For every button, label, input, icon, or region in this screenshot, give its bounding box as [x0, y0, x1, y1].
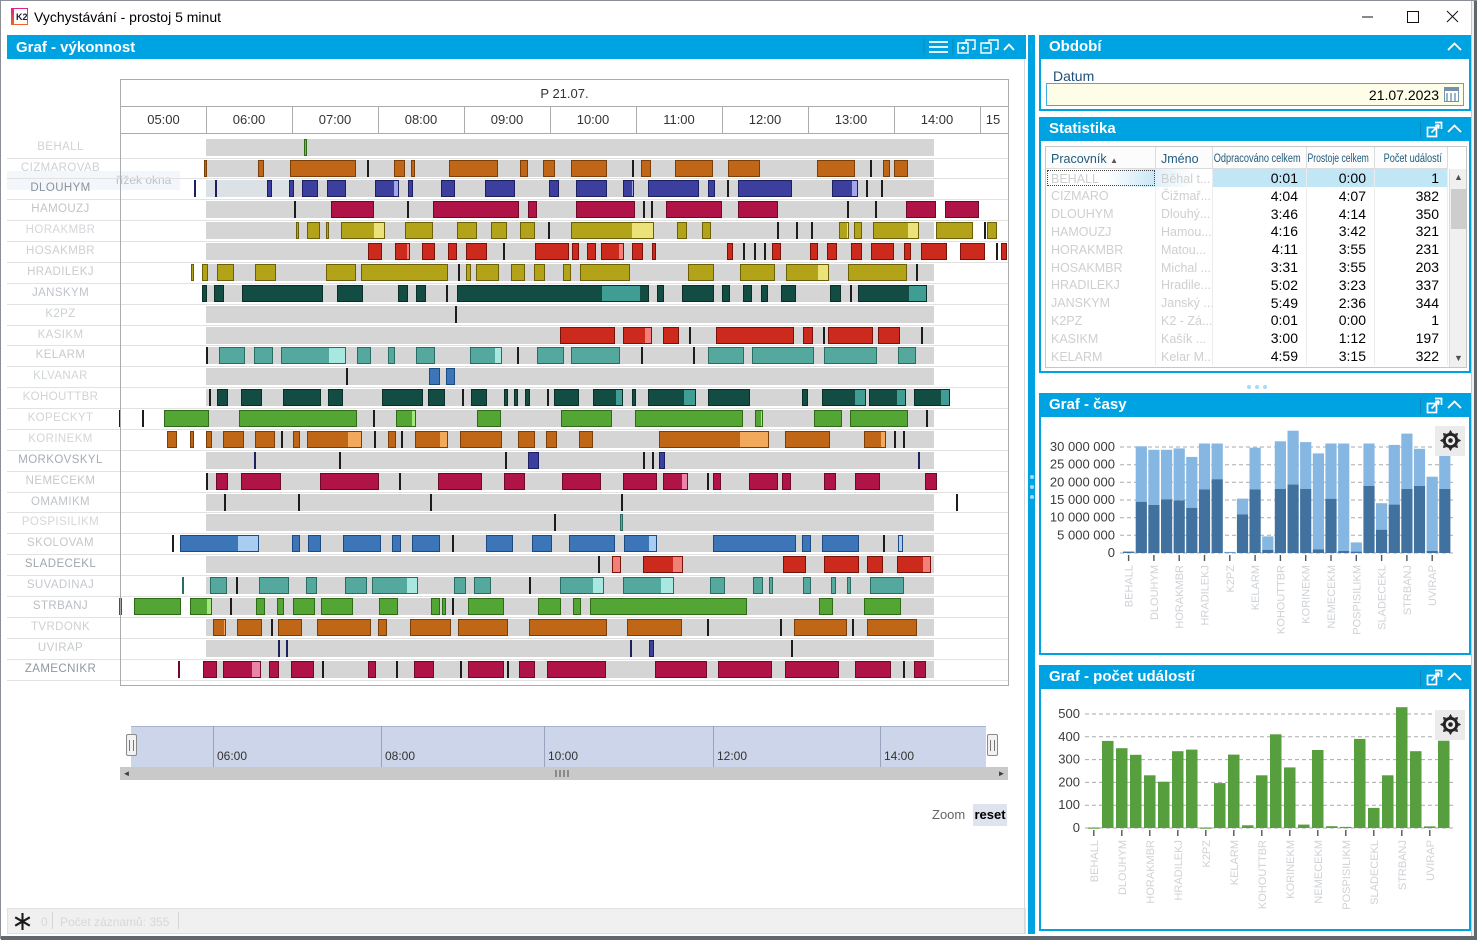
svg-text:DLOUHYM: DLOUHYM	[1149, 565, 1161, 620]
svg-text:200: 200	[1058, 774, 1080, 789]
svg-text:5 000 000: 5 000 000	[1057, 527, 1115, 542]
svg-text:UVIRAP: UVIRAP	[1425, 840, 1437, 881]
svg-text:500: 500	[1058, 706, 1080, 721]
svg-text:20 000 000: 20 000 000	[1050, 474, 1115, 489]
svg-text:KORINEKM: KORINEKM	[1285, 840, 1297, 899]
svg-text:KOHOUTTBR: KOHOUTTBR	[1275, 565, 1287, 634]
svg-text:0: 0	[1073, 820, 1080, 835]
svg-text:NEMECEKM: NEMECEKM	[1313, 840, 1325, 904]
svg-text:HORAKMBR: HORAKMBR	[1145, 840, 1157, 904]
svg-text:0: 0	[1108, 545, 1115, 560]
svg-text:300: 300	[1058, 752, 1080, 767]
svg-text:KELARM: KELARM	[1229, 840, 1241, 885]
svg-text:10 000 000: 10 000 000	[1050, 510, 1115, 525]
svg-text:HRADILEKJ: HRADILEKJ	[1173, 840, 1185, 901]
svg-text:KOHOUTTBR: KOHOUTTBR	[1257, 840, 1269, 909]
svg-text:STRBANJ: STRBANJ	[1402, 565, 1414, 615]
svg-text:25 000 000: 25 000 000	[1050, 457, 1115, 472]
svg-text:15 000 000: 15 000 000	[1050, 492, 1115, 507]
svg-text:400: 400	[1058, 729, 1080, 744]
svg-text:POSPISILIKM: POSPISILIKM	[1351, 565, 1363, 635]
svg-text:STRBANJ: STRBANJ	[1397, 840, 1409, 890]
svg-text:KORINEKM: KORINEKM	[1301, 565, 1313, 624]
svg-text:NEMECEKM: NEMECEKM	[1326, 565, 1338, 629]
svg-text:30 000 000: 30 000 000	[1050, 439, 1115, 454]
svg-text:100: 100	[1058, 797, 1080, 812]
svg-text:HRADILEKJ: HRADILEKJ	[1200, 565, 1212, 626]
svg-text:BEHALL: BEHALL	[1089, 840, 1101, 882]
svg-text:BEHALL: BEHALL	[1124, 565, 1136, 607]
svg-text:KELARM: KELARM	[1250, 565, 1262, 610]
svg-text:POSPISILIKM: POSPISILIKM	[1341, 840, 1353, 910]
svg-text:K2PZ: K2PZ	[1225, 565, 1237, 593]
svg-text:HORAKMBR: HORAKMBR	[1174, 565, 1186, 629]
svg-text:UVIRAP: UVIRAP	[1427, 565, 1439, 606]
svg-text:SLADECEKL: SLADECEKL	[1377, 565, 1389, 630]
svg-text:K2PZ: K2PZ	[1201, 840, 1213, 868]
svg-text:SLADECEKL: SLADECEKL	[1369, 840, 1381, 905]
svg-text:DLOUHYM: DLOUHYM	[1117, 840, 1129, 895]
